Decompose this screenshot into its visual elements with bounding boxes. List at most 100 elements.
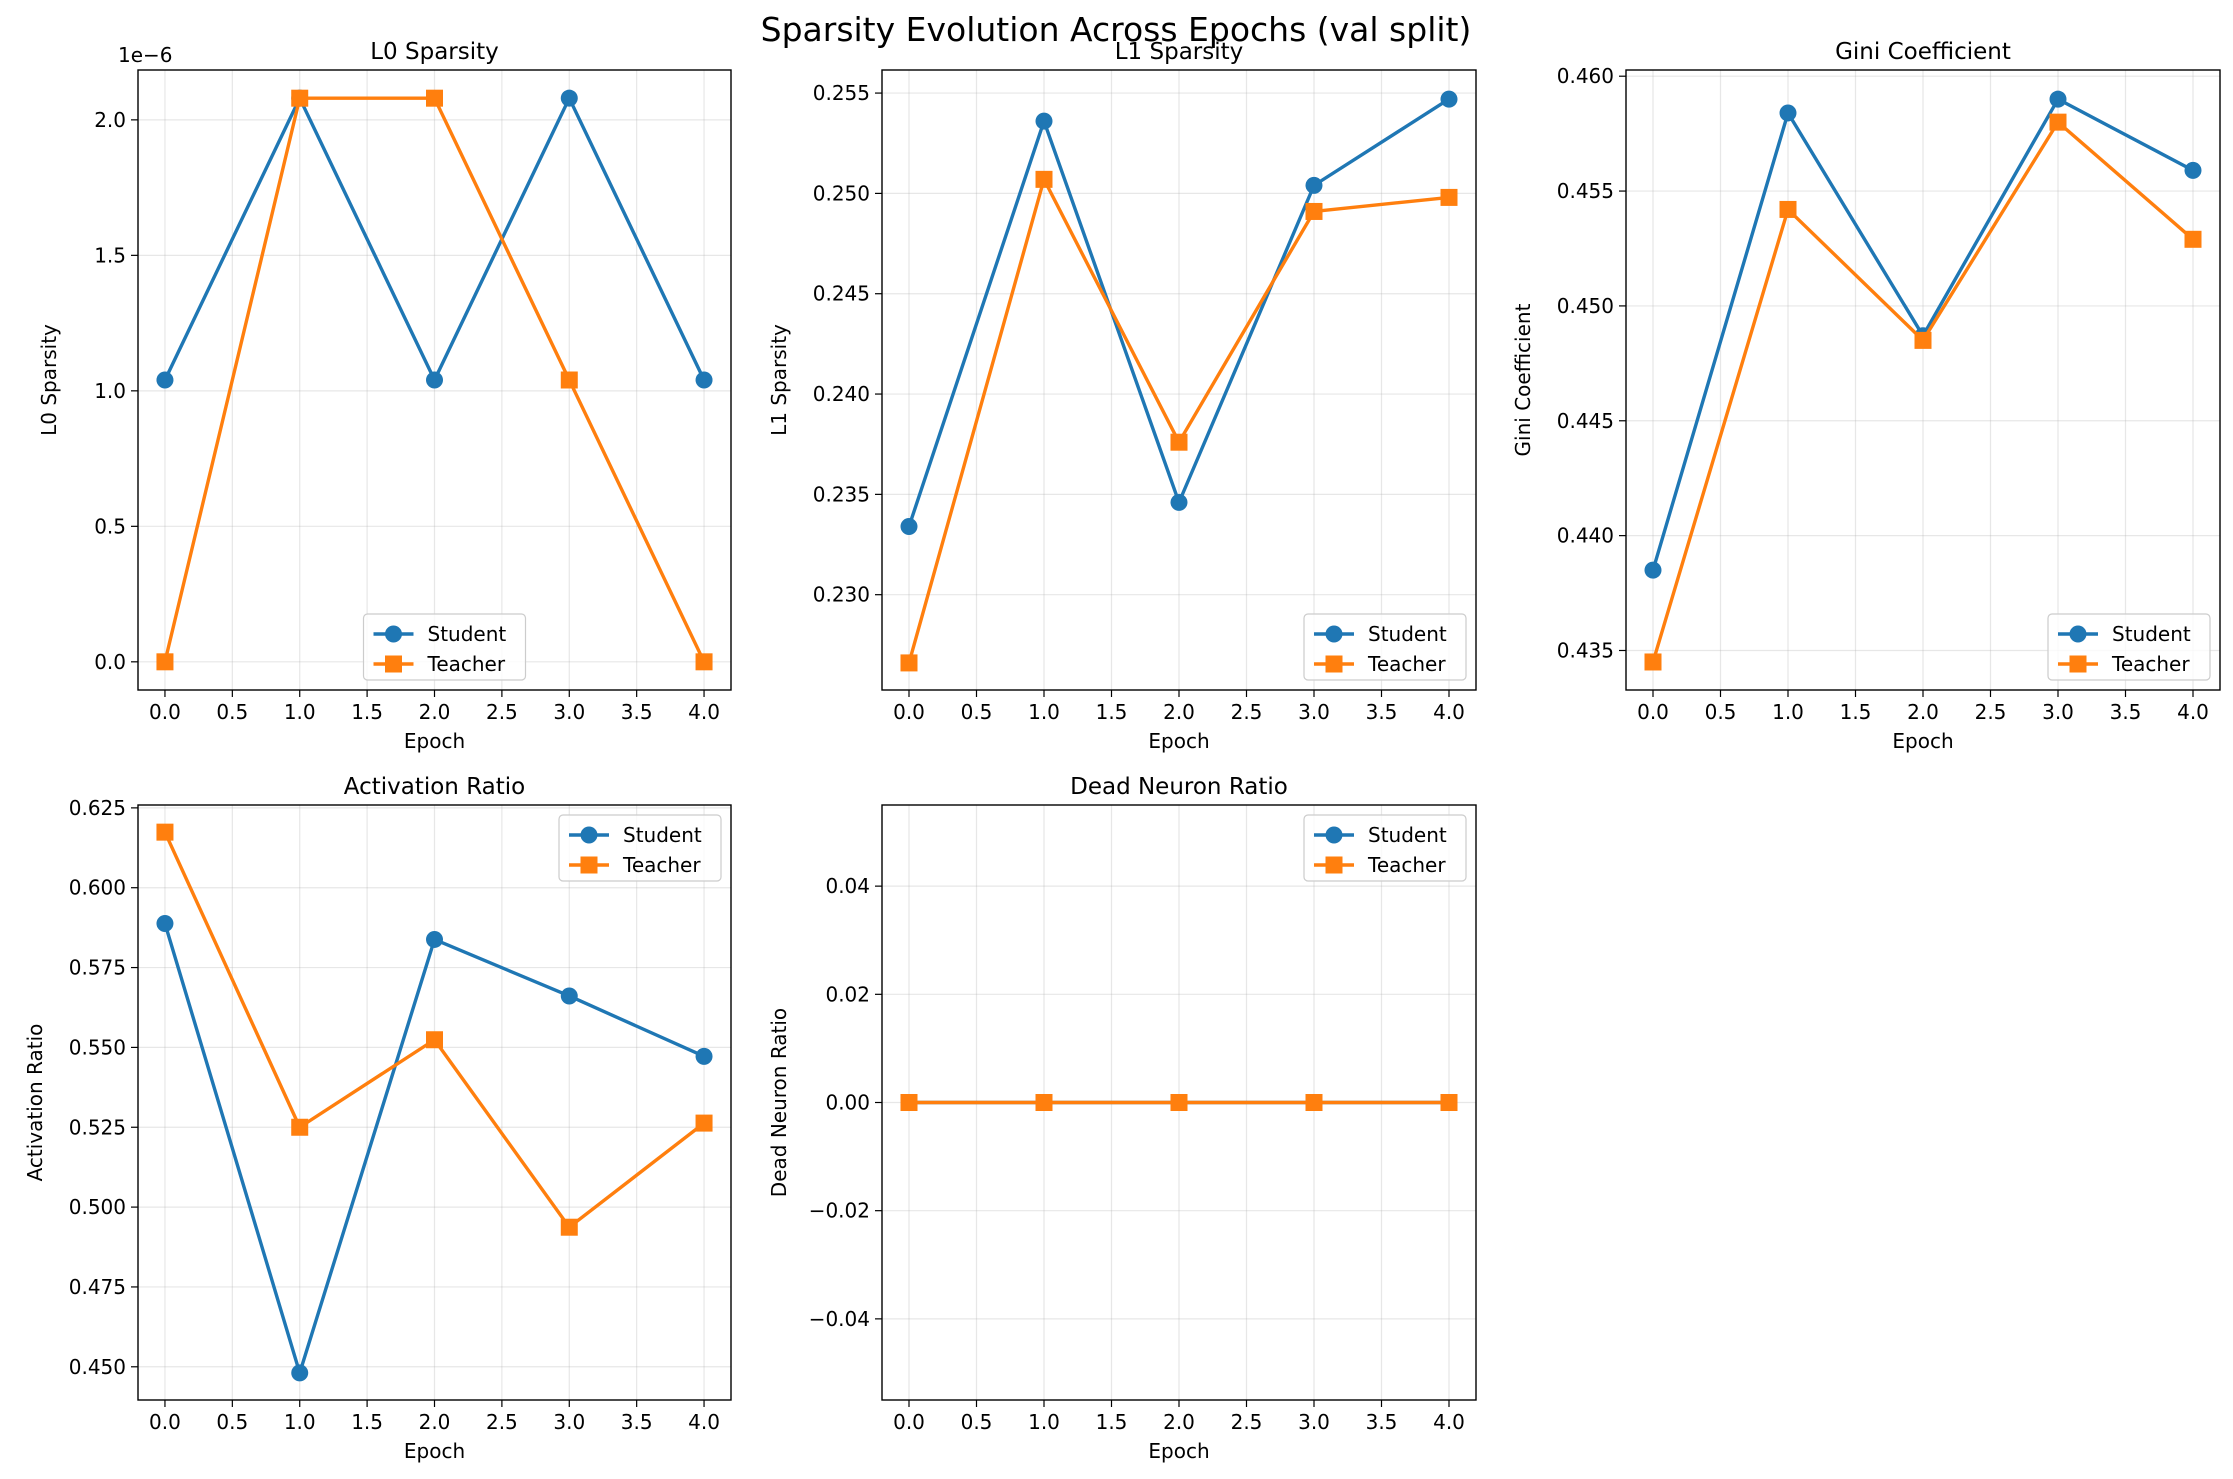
subplot-0: 0.0 0.5 1.0 1.5 2.0 2.5 3.0 3.5 4.0 0.0 0.5 1.0 1.5 2… (37, 39, 732, 753)
y-tick-label: 0.500 (69, 1195, 126, 1219)
y-tick-label: 0.460 (1557, 64, 1614, 88)
data-point-student (426, 930, 443, 948)
x-tick-label: 3.0 (2042, 700, 2074, 724)
x-tick-label: 0.0 (1637, 700, 1669, 724)
data-point-teacher (2184, 230, 2202, 248)
y-tick-label: 0.525 (69, 1115, 126, 1139)
data-point-teacher (1440, 1094, 1458, 1111)
data-point-student (156, 371, 174, 389)
y-tick-label: 0.450 (69, 1355, 126, 1379)
data-point-teacher (156, 823, 174, 841)
data-point-student (695, 1047, 713, 1065)
figure-title: Sparsity Evolution Across Epochs (val sp… (761, 10, 1472, 49)
x-tick-label: 0.5 (1705, 700, 1737, 724)
y-tick-label: 0.625 (69, 796, 126, 820)
x-tick-label: 1.5 (351, 700, 383, 724)
plot-frame (137, 804, 732, 1401)
x-tick-label: 0.5 (961, 700, 993, 724)
x-tick-label: 0.0 (893, 700, 925, 724)
axis-offset-label: 1e−6 (118, 43, 173, 67)
plot-frame (1625, 69, 2221, 691)
x-tick-label: 2.5 (1975, 700, 2007, 724)
data-point-student (1170, 493, 1188, 511)
y-tick-label: 0.230 (813, 583, 870, 607)
legend-label-student: Student (428, 622, 507, 646)
y-tick-label: 0.02 (825, 982, 870, 1006)
legend-marker-student (580, 826, 598, 844)
x-tick-label: 1.0 (1028, 700, 1060, 724)
data-point-student (426, 371, 443, 389)
data-point-student (1779, 104, 1797, 122)
x-tick-label: 1.0 (284, 1410, 316, 1434)
data-point-teacher (2049, 113, 2067, 131)
data-point-teacher (1305, 202, 1323, 220)
legend-label-student: Student (2112, 622, 2191, 646)
x-tick-label: 2.0 (1163, 700, 1195, 724)
data-point-student (1035, 112, 1053, 130)
y-tick-label: 0.575 (69, 956, 126, 980)
x-tick-label: 3.5 (1366, 700, 1398, 724)
x-tick-label: 1.0 (1772, 700, 1804, 724)
x-tick-label: 0.0 (149, 1410, 181, 1434)
x-tick-label: 4.0 (1433, 1410, 1465, 1434)
x-tick-label: 4.0 (688, 700, 720, 724)
data-point-teacher (1779, 200, 1797, 218)
data-point-teacher (426, 89, 443, 107)
data-point-teacher (1914, 331, 1932, 349)
x-tick-label: 0.5 (961, 1410, 993, 1434)
data-point-teacher (1170, 433, 1188, 451)
y-tick-label: 0.600 (69, 876, 126, 900)
x-tick-label: 0.5 (216, 700, 248, 724)
y-tick-label: 0.475 (69, 1275, 126, 1299)
legend-label-student: Student (623, 823, 702, 847)
legend-marker-student (385, 625, 402, 643)
y-tick-label: 0.455 (1557, 179, 1614, 203)
legend-label-teacher: Teacher (1367, 652, 1446, 676)
y-tick-label: 0.445 (1557, 409, 1614, 433)
legend-marker-teacher (1325, 856, 1343, 874)
x-tick-label: 3.5 (2110, 700, 2142, 724)
y-tick-label: 1.0 (94, 379, 126, 403)
plot-frame (881, 69, 1477, 691)
x-tick-label: 2.0 (1907, 700, 1939, 724)
x-tick-label: 2.0 (419, 700, 451, 724)
y-tick-label: 0.235 (813, 482, 870, 506)
subplot-title: Gini Coefficient (1835, 39, 2011, 65)
y-axis-label: Dead Neuron Ratio (767, 1008, 791, 1197)
y-tick-label: −0.02 (809, 1199, 870, 1223)
x-tick-label: 2.0 (1163, 1410, 1195, 1434)
data-point-teacher (900, 1094, 918, 1111)
legend-label-student: Student (1368, 823, 1447, 847)
x-tick-label: 2.5 (486, 700, 518, 724)
legend-label-student: Student (1368, 622, 1447, 646)
x-tick-label: 3.5 (621, 700, 653, 724)
x-tick-label: 1.5 (1096, 700, 1128, 724)
data-point-teacher (291, 1118, 309, 1136)
legend-marker-student (2069, 625, 2087, 643)
data-point-teacher (1035, 170, 1053, 188)
data-point-student (156, 914, 174, 932)
subplot-title: L0 Sparsity (370, 39, 499, 65)
y-tick-label: 0.250 (813, 181, 870, 205)
data-point-teacher (695, 653, 713, 671)
legend: Student Teacher (2047, 613, 2211, 681)
legend-label-teacher: Teacher (622, 853, 701, 877)
legend: Student Teacher (1303, 613, 1467, 681)
y-tick-label: −0.04 (809, 1307, 870, 1331)
subplot-4: 0.0 0.5 1.0 1.5 2.0 2.5 3.0 3.5 4.0 −0.04 −0.02 0.0… (767, 774, 1477, 1463)
data-point-teacher (1305, 1094, 1323, 1111)
legend-label-teacher: Teacher (1367, 853, 1446, 877)
x-tick-label: 3.0 (553, 1410, 585, 1434)
legend-label-teacher: Teacher (2111, 652, 2190, 676)
data-point-student (1644, 561, 1662, 579)
x-tick-label: 2.5 (1231, 700, 1263, 724)
x-axis-label: Epoch (404, 1439, 465, 1463)
x-tick-label: 2.0 (419, 1410, 451, 1434)
subplot-1: 0.0 0.5 1.0 1.5 2.0 2.5 3.0 3.5 4.0 0.230 0.235 0.2… (767, 39, 1477, 753)
legend-label-teacher: Teacher (427, 652, 506, 676)
data-point-teacher (695, 1114, 713, 1132)
x-tick-label: 1.5 (1840, 700, 1872, 724)
y-tick-label: 0.450 (1557, 294, 1614, 318)
